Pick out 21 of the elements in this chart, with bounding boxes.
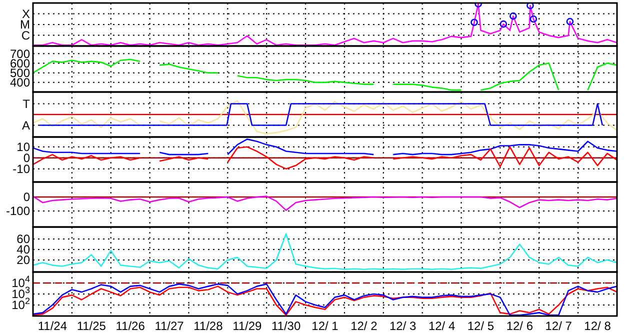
y-tick-label: 0 [23,190,30,204]
x-tick-label: 12/ 6 [506,319,534,333]
line-series [33,233,617,270]
text: T [22,96,31,111]
x-tick-label: 11/24 [38,319,68,333]
text: A [22,118,30,132]
x-tick-label: 11/25 [76,319,106,333]
x-tick-label: 11/30 [271,319,301,333]
x-tick-label: 11/27 [154,319,184,333]
x-tick-label: 11/26 [116,319,146,333]
x-tick-label: 12/ 3 [390,319,417,333]
x-tick-label: 12/ 5 [467,319,494,333]
x-tick-label: 11/28 [194,319,224,333]
line-series [33,196,617,211]
x-tick-label: 12/ 1 [312,319,339,333]
y-tick-label: -100 [6,204,30,218]
x-tick-label: 12/ 2 [350,319,378,333]
x-tick-label: 12/ 4 [428,319,456,333]
x-tick-label: 11/29 [232,319,262,333]
x-tick-label: 12/ 8 [584,319,612,333]
x-tick-label: 12/ 7 [545,319,572,333]
